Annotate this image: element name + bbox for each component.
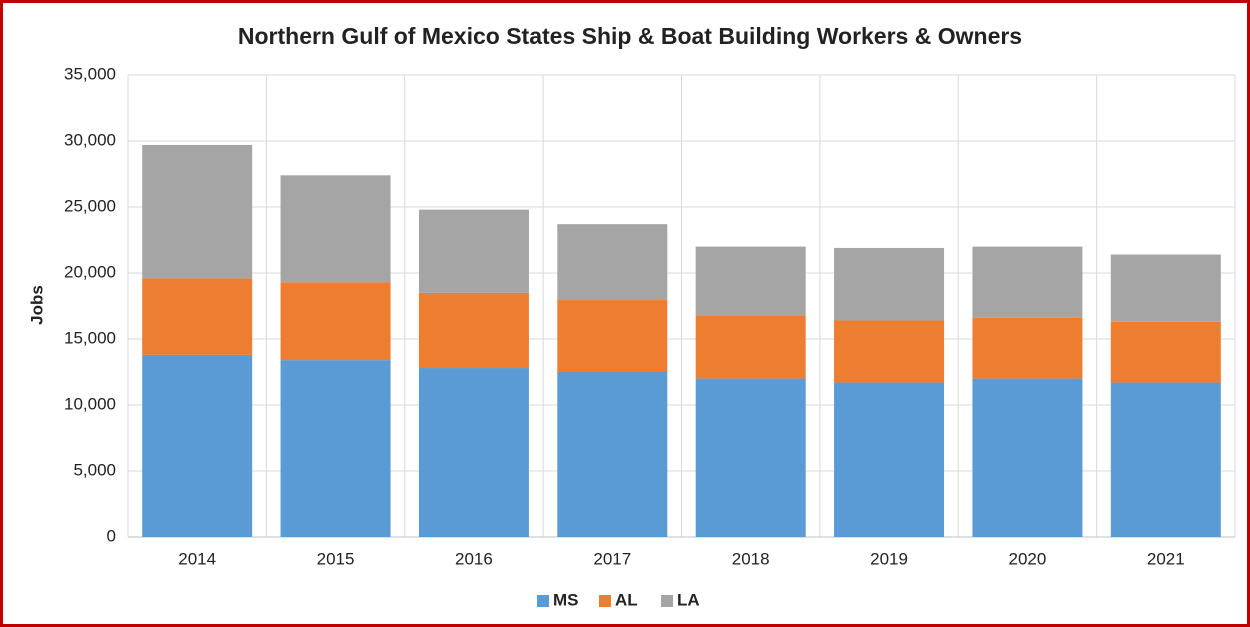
bar-segment (557, 224, 668, 301)
bar-segment (1110, 321, 1221, 383)
legend-swatch (661, 595, 673, 607)
y-tick-label: 35,000 (64, 64, 116, 83)
bar-segment (418, 368, 529, 537)
y-tick-label: 20,000 (64, 262, 116, 281)
bar-segment (972, 378, 1083, 537)
x-tick-label: 2014 (178, 549, 216, 568)
bar-segment (834, 382, 945, 537)
legend-label: LA (677, 590, 700, 609)
y-tick-label: 15,000 (64, 328, 116, 347)
x-tick-label: 2020 (1009, 549, 1047, 568)
bar-segment (280, 175, 391, 283)
bar-segment (557, 300, 668, 372)
bar-segment (142, 144, 253, 279)
x-tick-label: 2021 (1147, 549, 1185, 568)
bar-segment (418, 292, 529, 369)
bar-segment (695, 378, 806, 537)
y-tick-label: 25,000 (64, 196, 116, 215)
bar-segment (695, 246, 806, 316)
y-tick-label: 30,000 (64, 130, 116, 149)
bar-segment (280, 360, 391, 537)
bar-segment (557, 372, 668, 537)
bar-segment (834, 320, 945, 383)
bar-segment (834, 247, 945, 321)
y-tick-label: 5,000 (73, 460, 116, 479)
bar-segment (418, 209, 529, 293)
y-axis-title: Jobs (27, 285, 46, 325)
x-tick-label: 2019 (870, 549, 908, 568)
legend-label: AL (615, 590, 638, 609)
legend-swatch (537, 595, 549, 607)
x-tick-label: 2016 (455, 549, 493, 568)
bar-segment (1110, 254, 1221, 322)
y-tick-label: 10,000 (64, 394, 116, 413)
x-tick-label: 2018 (732, 549, 770, 568)
y-tick-label: 0 (107, 526, 116, 545)
bar-segment (972, 246, 1083, 318)
chart-title: Northern Gulf of Mexico States Ship & Bo… (238, 23, 1022, 49)
legend-label: MS (553, 590, 579, 609)
bar-segment (972, 317, 1083, 379)
bar-segment (695, 315, 806, 379)
bar-segment (142, 278, 253, 355)
x-tick-label: 2017 (593, 549, 631, 568)
x-tick-label: 2015 (317, 549, 355, 568)
bar-segment (280, 282, 391, 361)
bar-segment (142, 354, 253, 537)
legend-swatch (599, 595, 611, 607)
bar-segment (1110, 382, 1221, 537)
